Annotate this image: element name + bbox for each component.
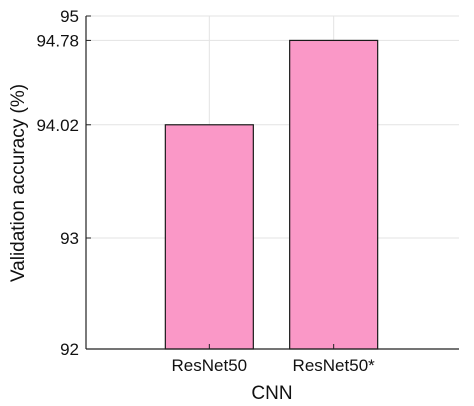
y-tick-label: 94.78	[36, 31, 79, 50]
x-tick-label: ResNet50	[172, 356, 248, 375]
y-axis-label: Validation accuracy (%)	[8, 84, 29, 282]
grid-lines	[86, 15, 459, 350]
y-tick-label: 94.02	[36, 116, 79, 135]
y-tick-label: 95	[60, 7, 79, 26]
y-tick-labels: 92 93 94.02 94.78 95	[36, 7, 91, 359]
x-tick-label: ResNet50*	[293, 356, 376, 375]
bar-resnet50	[289, 39, 379, 350]
bar-resnet50	[164, 124, 254, 350]
axes	[85, 16, 459, 350]
x-tick-labels: ResNet50 ResNet50*	[172, 344, 376, 375]
y-tick-label: 93	[60, 229, 79, 248]
y-tick-label: 92	[60, 340, 79, 359]
x-axis-label: CNN	[251, 383, 292, 404]
bars	[164, 39, 379, 350]
